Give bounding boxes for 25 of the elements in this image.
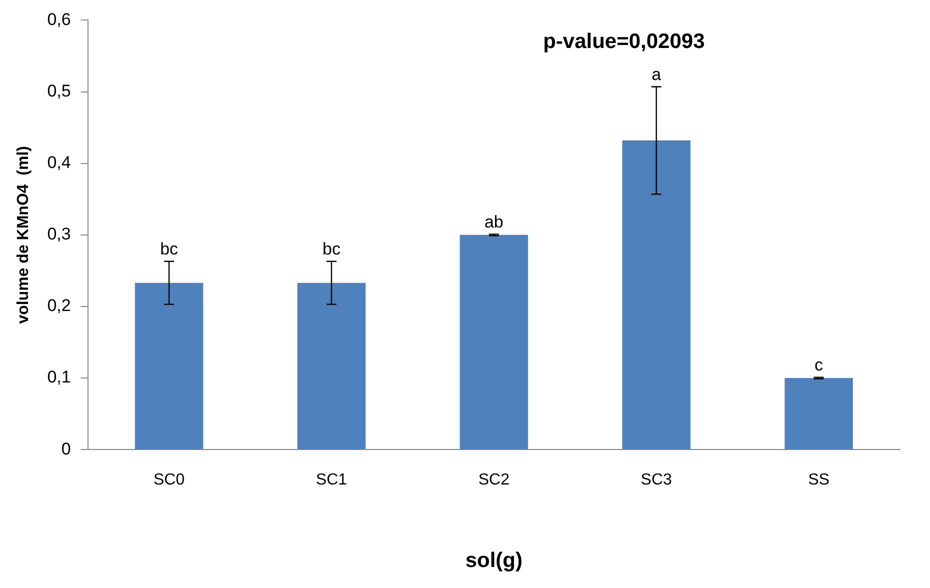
y-tick-label: 0,4 bbox=[47, 153, 71, 172]
y-tick-label: 0,6 bbox=[47, 10, 71, 29]
x-tick-label: SC3 bbox=[640, 472, 672, 489]
annotation: a bbox=[652, 64, 662, 84]
x-tick-label: SC0 bbox=[153, 472, 185, 489]
x-tick-label: SS bbox=[808, 472, 830, 489]
bar bbox=[134, 282, 204, 450]
y-axis-title: volume de KMnO4 (ml) bbox=[15, 146, 32, 324]
annotation: c bbox=[814, 356, 824, 375]
x-tick-label: SC2 bbox=[478, 472, 510, 489]
annotation: bc bbox=[160, 240, 179, 259]
y-tick-label: 0,3 bbox=[47, 224, 71, 244]
bar bbox=[297, 282, 366, 450]
y-tick-label: 0,2 bbox=[47, 296, 71, 316]
y-tick-label: 0,1 bbox=[47, 368, 71, 387]
annotation: bc bbox=[322, 240, 341, 259]
x-tick-label: SC1 bbox=[316, 472, 348, 489]
bar bbox=[622, 140, 690, 450]
bar bbox=[784, 378, 853, 450]
y-tick-label: 0,5 bbox=[47, 81, 71, 100]
bar bbox=[460, 234, 528, 450]
annotation: p-value=0,02093 bbox=[543, 30, 705, 53]
y-tick-label: 0 bbox=[61, 439, 71, 458]
x-axis-title: sol(g) bbox=[465, 549, 522, 572]
annotation: ab bbox=[484, 212, 504, 232]
